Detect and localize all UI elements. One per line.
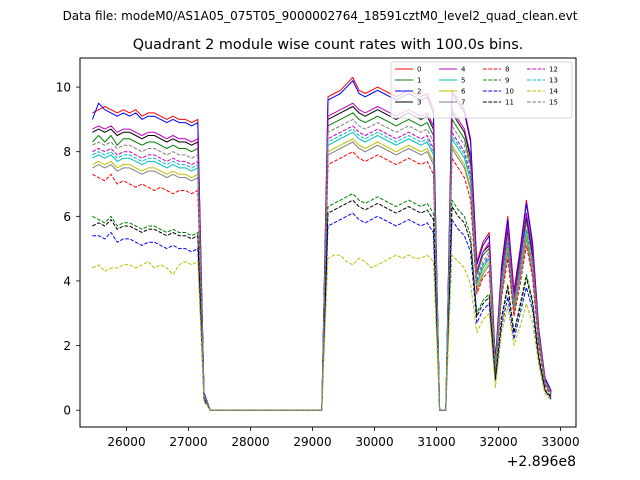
legend-label-9: 9 (505, 77, 509, 85)
chart-title: Quadrant 2 module wise count rates with … (133, 37, 524, 53)
series-line-10 (92, 212, 552, 411)
x-tick-label: 26000 (107, 435, 145, 449)
legend-label-3: 3 (417, 99, 421, 107)
legend-label-10: 10 (505, 88, 514, 96)
y-tick-label: 10 (56, 81, 71, 95)
suptitle: Data file: modeM0/AS1A05_075T05_90000027… (63, 9, 578, 23)
y-tick-label: 4 (63, 274, 71, 288)
y-axis: 0 2 4 6 8 10 (56, 81, 80, 418)
y-tick-label: 6 (63, 210, 71, 224)
series-layer (91, 76, 552, 411)
legend-label-2: 2 (417, 88, 421, 96)
x-tick-label: 28000 (231, 435, 269, 449)
x-offset-label: +2.896e8 (507, 454, 576, 470)
legend-label-5: 5 (461, 77, 465, 85)
x-tick-label: 27000 (169, 435, 207, 449)
y-tick-label: 2 (63, 339, 71, 353)
x-tick-label: 32000 (479, 435, 517, 449)
legend-label-7: 7 (461, 99, 465, 107)
legend-label-1: 1 (417, 77, 421, 85)
legend-box (390, 61, 573, 119)
series-line-14 (92, 254, 552, 411)
y-tick-label: 0 (63, 404, 71, 418)
legend-label-6: 6 (461, 88, 466, 96)
legend-label-13: 13 (549, 77, 558, 85)
x-tick-label: 31000 (417, 435, 455, 449)
plot-frame (79, 57, 577, 428)
x-tick-label: 29000 (293, 435, 331, 449)
x-axis: 26000 27000 28000 29000 30000 31000 32000 33000 (107, 427, 580, 449)
legend-label-11: 11 (505, 99, 514, 107)
legend-label-8: 8 (505, 66, 509, 74)
x-tick-label: 30000 (355, 435, 393, 449)
legend-label-15: 15 (549, 99, 558, 107)
series-line-15 (92, 118, 552, 411)
legend-label-4: 4 (461, 66, 466, 74)
legend-label-14: 14 (549, 88, 558, 96)
legend-label-0: 0 (417, 66, 421, 74)
x-tick-label: 33000 (541, 435, 579, 449)
legend-label-12: 12 (549, 66, 558, 74)
y-tick-label: 8 (63, 145, 71, 159)
